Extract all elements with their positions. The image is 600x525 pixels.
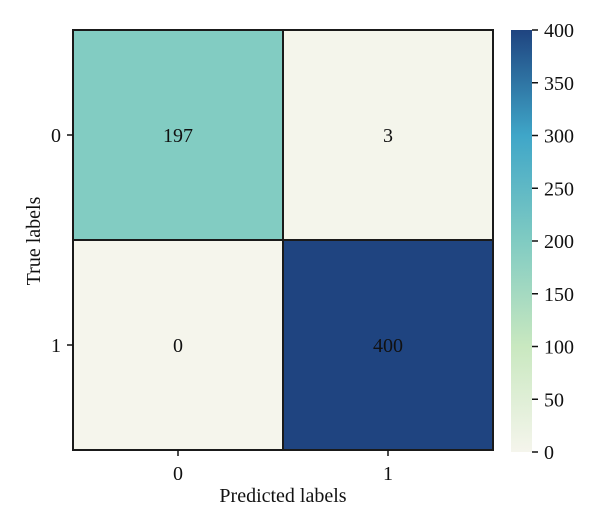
colorbar-tick-label-7: 350: [544, 73, 574, 95]
cell-value-1-0: 0: [173, 335, 183, 357]
x-tick-label-1: 1: [383, 463, 393, 485]
colorbar-tick-label-8: 400: [544, 20, 574, 42]
y-axis-label: True labels: [23, 196, 45, 285]
cell-value-1-1: 400: [373, 335, 403, 357]
cell-value-labels: 197 3 0 400: [163, 125, 403, 357]
colorbar: [511, 30, 532, 452]
heatmap-cell-1-1: [282, 239, 494, 451]
colorbar-tick-label-5: 250: [544, 178, 574, 200]
colorbar-ticks: 0 50 100 150 200 250 300 350 400: [532, 20, 574, 464]
heatmap-cells: [72, 29, 494, 451]
cell-value-0-1: 3: [383, 125, 393, 147]
x-tick-label-0: 0: [173, 463, 183, 485]
x-axis-label: Predicted labels: [219, 485, 346, 507]
colorbar-tick-label-3: 150: [544, 284, 574, 306]
heatmap-cell-0-1: [282, 29, 494, 241]
heatmap-cell-0-0: [72, 29, 284, 241]
colorbar-tick-label-0: 0: [544, 442, 554, 464]
y-axis-ticks: 01: [51, 125, 73, 357]
cell-value-0-0: 197: [163, 125, 193, 147]
y-tick-label-1: 1: [51, 335, 61, 357]
y-tick-label-0: 0: [51, 125, 61, 147]
colorbar-tick-label-4: 200: [544, 231, 574, 253]
colorbar-tick-label-6: 300: [544, 126, 574, 148]
heatmap-cell-1-0: [72, 239, 284, 451]
colorbar-tick-label-2: 100: [544, 337, 574, 359]
colorbar-tick-label-1: 50: [544, 389, 564, 411]
